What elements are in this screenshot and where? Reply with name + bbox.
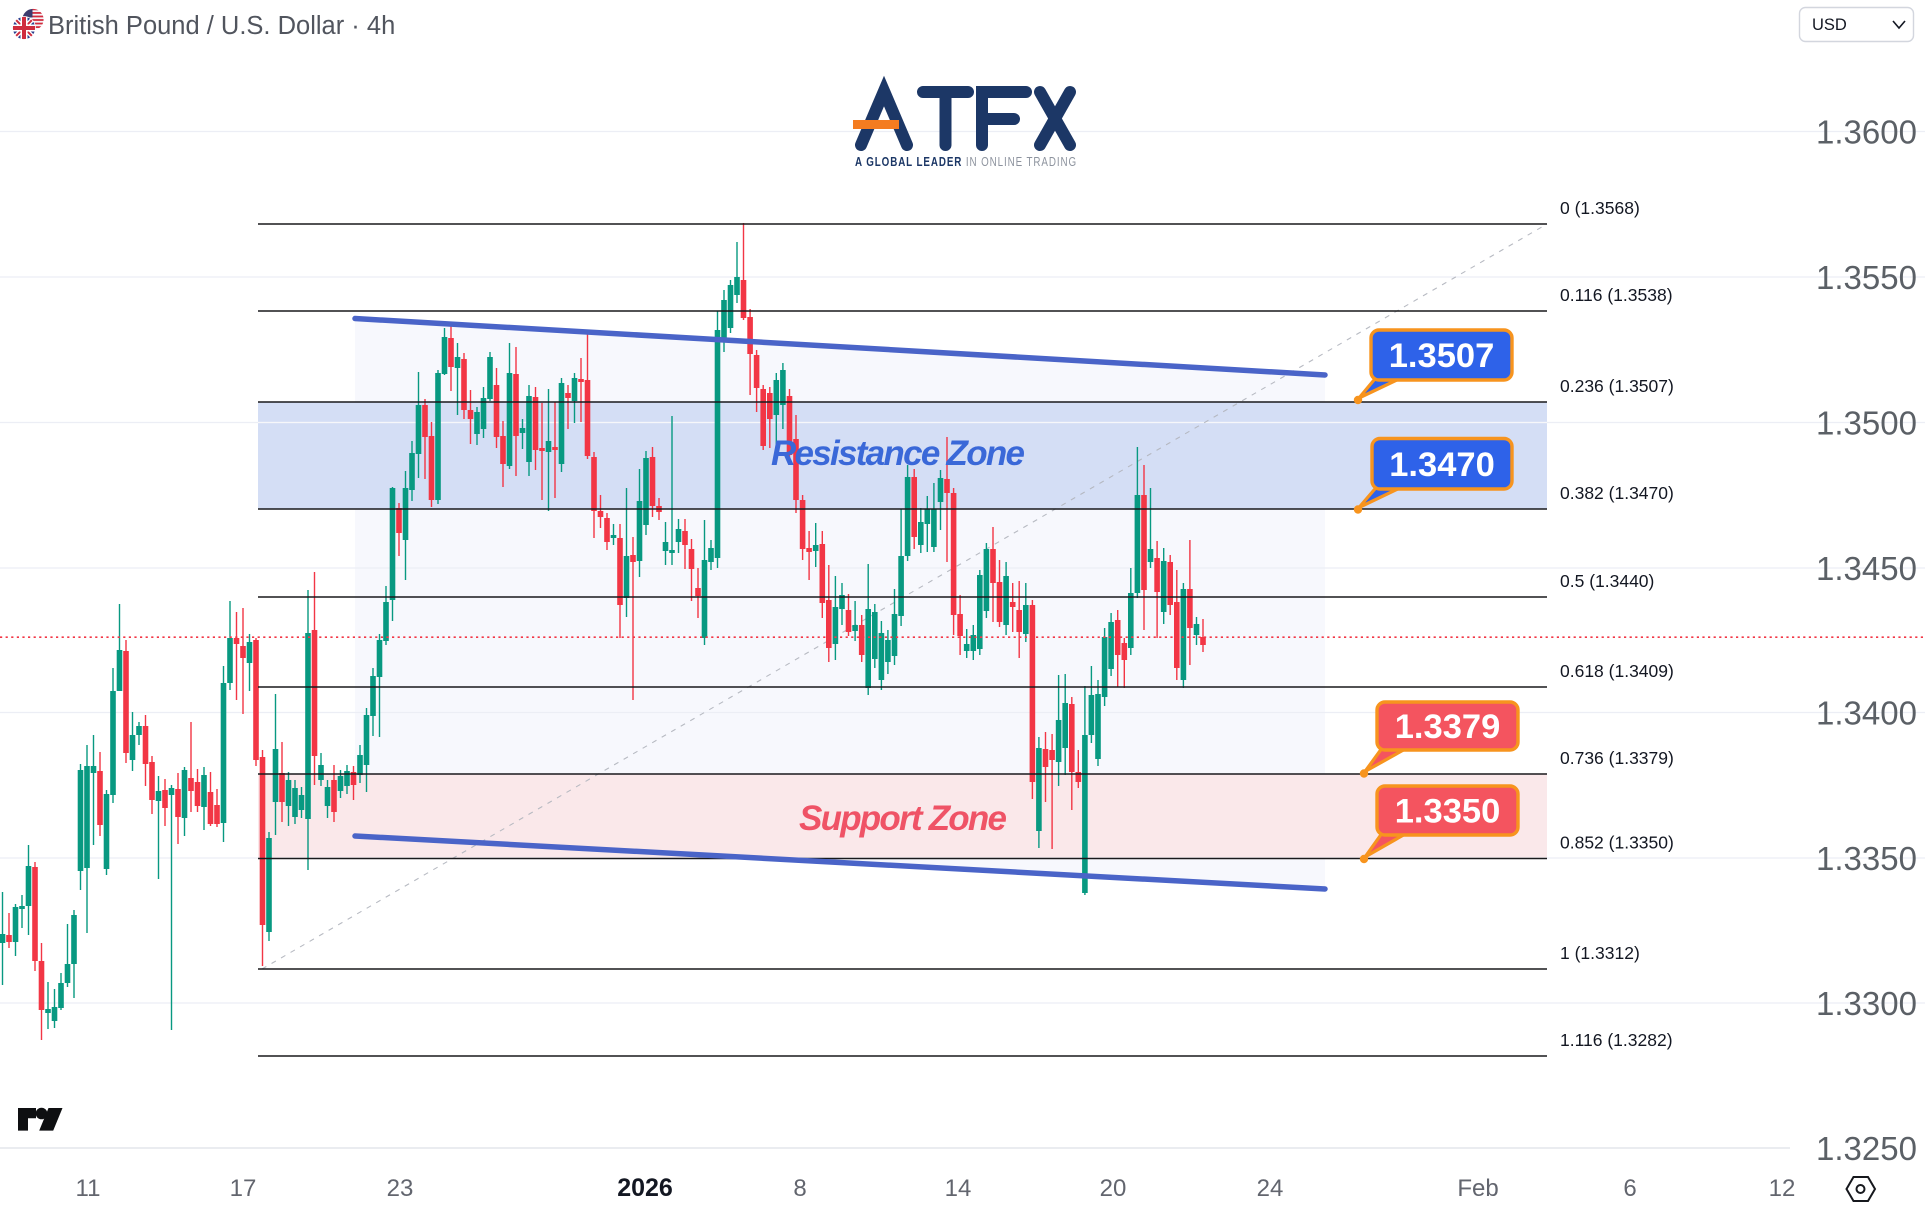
svg-text:1.3470: 1.3470 — [1389, 446, 1495, 484]
svg-text:Support Zone: Support Zone — [799, 799, 1007, 838]
svg-text:1.3450: 1.3450 — [1816, 550, 1917, 587]
svg-text:0.382 (1.3470): 0.382 (1.3470) — [1560, 483, 1674, 503]
svg-text:6: 6 — [1623, 1175, 1636, 1202]
svg-text:12: 12 — [1769, 1175, 1796, 1202]
svg-text:Resistance Zone: Resistance Zone — [771, 434, 1025, 473]
svg-text:1.3550: 1.3550 — [1816, 259, 1917, 296]
svg-text:24: 24 — [1257, 1175, 1284, 1202]
svg-text:0.236 (1.3507): 0.236 (1.3507) — [1560, 376, 1674, 396]
svg-text:0.116 (1.3538): 0.116 (1.3538) — [1560, 285, 1673, 305]
svg-text:1.3350: 1.3350 — [1816, 840, 1917, 877]
svg-text:0.736 (1.3379): 0.736 (1.3379) — [1560, 748, 1674, 768]
svg-text:1.3600: 1.3600 — [1816, 114, 1917, 151]
svg-text:Feb: Feb — [1457, 1175, 1498, 1202]
svg-text:1 (1.3312): 1 (1.3312) — [1560, 943, 1640, 963]
svg-text:17: 17 — [230, 1175, 257, 1202]
svg-text:1.3300: 1.3300 — [1816, 985, 1917, 1022]
svg-text:2026: 2026 — [617, 1174, 673, 1202]
svg-text:0.852 (1.3350): 0.852 (1.3350) — [1560, 833, 1674, 853]
svg-text:1.3250: 1.3250 — [1816, 1130, 1917, 1167]
svg-text:British Pound / U.S. Dollar ·: British Pound / U.S. Dollar · 4h — [48, 12, 395, 40]
svg-text:1.3400: 1.3400 — [1816, 695, 1917, 732]
svg-text:14: 14 — [945, 1175, 972, 1202]
svg-text:11: 11 — [76, 1175, 101, 1202]
svg-text:USD: USD — [1812, 16, 1847, 34]
svg-text:23: 23 — [387, 1175, 414, 1202]
svg-text:20: 20 — [1100, 1175, 1127, 1202]
svg-text:0.5 (1.3440): 0.5 (1.3440) — [1560, 571, 1654, 591]
svg-text:0.618 (1.3409): 0.618 (1.3409) — [1560, 661, 1674, 681]
svg-text:1.116 (1.3282): 1.116 (1.3282) — [1560, 1030, 1673, 1050]
svg-text:1.3507: 1.3507 — [1389, 337, 1495, 375]
svg-text:8: 8 — [793, 1175, 806, 1202]
svg-text:0 (1.3568): 0 (1.3568) — [1560, 198, 1640, 218]
svg-text:1.3500: 1.3500 — [1816, 405, 1917, 442]
svg-text:1.3350: 1.3350 — [1395, 793, 1501, 831]
svg-text:1.3379: 1.3379 — [1395, 708, 1501, 746]
svg-text:A GLOBAL LEADER IN ONLINE TRAD: A GLOBAL LEADER IN ONLINE TRADING — [855, 154, 1077, 169]
